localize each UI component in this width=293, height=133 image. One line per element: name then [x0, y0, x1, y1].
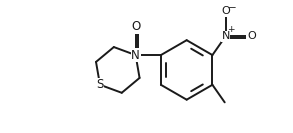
Text: N: N: [131, 49, 140, 62]
Text: −: −: [228, 3, 237, 13]
Text: O: O: [131, 20, 140, 33]
Text: O: O: [221, 6, 230, 16]
Text: N: N: [222, 31, 230, 41]
Text: S: S: [96, 78, 104, 91]
Text: +: +: [227, 25, 235, 34]
Text: O: O: [247, 31, 256, 41]
